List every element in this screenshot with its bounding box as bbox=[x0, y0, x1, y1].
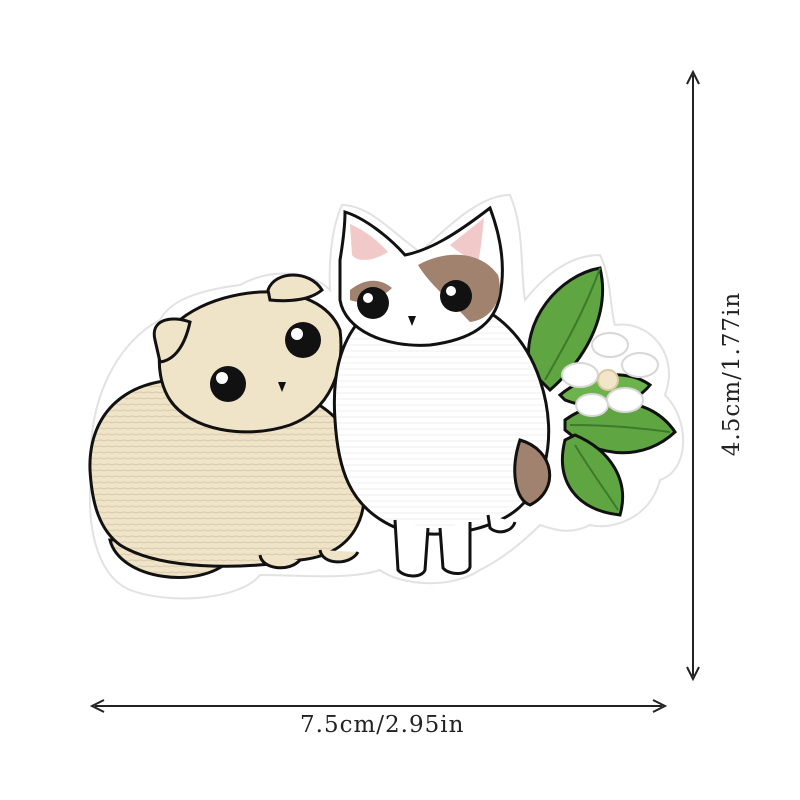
calico-cat bbox=[332, 205, 552, 578]
cream-cat bbox=[88, 273, 366, 579]
width-dimension-arrow bbox=[89, 699, 668, 713]
leaf-cluster bbox=[527, 266, 677, 517]
height-dimension-arrow bbox=[686, 69, 700, 682]
width-dimension-label: 7.5cm/2.95in bbox=[300, 712, 465, 738]
height-dimension-label: 4.5cm/1.77in bbox=[719, 291, 745, 457]
daisy-flower bbox=[561, 332, 659, 417]
